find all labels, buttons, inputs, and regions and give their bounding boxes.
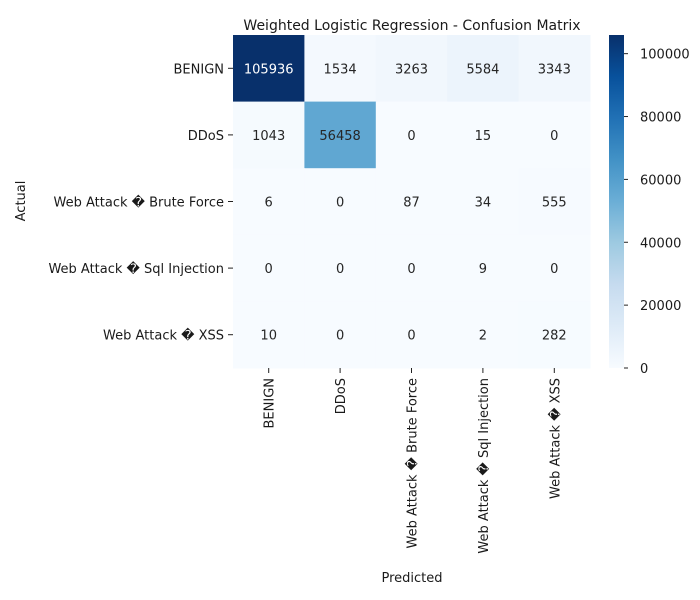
col-tick-label: Web Attack � Sql Injection [475,378,492,554]
heatmap-cell [447,101,520,169]
cell-value-label: 0 [550,262,558,277]
colorbar-tick-label: 20000 [640,299,681,314]
heatmap-cell [233,168,305,236]
heatmap-cell [447,301,520,369]
colorbar [609,35,624,368]
heatmap-cell [233,234,305,302]
cell-value-label: 0 [407,129,415,144]
heatmap-cell [447,168,520,236]
heatmap-cell [447,35,520,103]
cell-value-label: 87 [403,196,420,211]
cell-value-label: 1534 [324,62,357,77]
cell-value-label: 3263 [395,62,428,77]
row-tick-label: BENIGN [174,62,225,77]
cell-value-label: 9 [479,262,487,277]
cell-value-label: 1043 [252,129,285,144]
cell-value-label: 6 [265,196,273,211]
cell-value-label: 5584 [466,62,499,77]
col-tick-label: Web Attack � XSS [546,378,563,499]
heatmap-cell [518,101,591,169]
x-axis-label: Predicted [381,571,442,586]
cell-value-label: 10 [260,329,277,344]
cell-value-label: 555 [542,196,567,211]
heatmap-cell [518,234,591,302]
colorbar-tick-label: 40000 [640,236,681,251]
heatmap-cell [375,168,448,236]
heatmap-cell [233,101,305,169]
col-tick-label: DDoS [334,378,349,414]
colorbar-tick-label: 0 [640,362,648,377]
cell-value-label: 0 [407,262,415,277]
cell-value-label: 0 [336,329,344,344]
row-tick-labels: BENIGN DDoS Web Attack � Brute Force Web At… [48,62,233,344]
row-tick-label: DDoS [188,129,224,144]
cell-value-label: 105936 [244,62,294,77]
colorbar-tick-label: 80000 [640,111,681,126]
cell-value-label: 0 [407,329,415,344]
heatmap-cell [233,301,305,369]
heatmap-cell [304,301,377,369]
col-tick-label: BENIGN [263,378,278,429]
cell-value-label: 0 [265,262,273,277]
cell-value-label: 34 [475,196,492,211]
cell-value-label: 282 [542,329,567,344]
heatmap-cell [375,234,448,302]
heatmap-cell [375,35,448,103]
cell-value-label: 2 [479,329,487,344]
y-axis-label: Actual [14,181,29,222]
cell-value-label: 56458 [319,129,360,144]
column-tick-labels: BENIGN DDoS Web Attack � Brute Force Web At… [263,368,563,554]
heatmap-cell [447,234,520,302]
row-tick-label: Web Attack � XSS [103,327,224,344]
cell-value-label: 0 [336,196,344,211]
cell-value-label: 15 [475,129,492,144]
heatmap-cell [518,35,591,103]
colorbar-tick-label: 60000 [640,173,681,188]
colorbar-ticks: 0 20000 40000 60000 80000 100000 [624,48,690,377]
cell-value-label: 0 [550,129,558,144]
heatmap-cell [518,301,591,369]
chart-title: Weighted Logistic Regression - Confusion… [243,18,580,34]
heatmap-cell [518,168,591,236]
heatmap-cell [304,168,377,236]
cell-value-label: 3343 [538,62,571,77]
heatmap-cell [233,35,305,103]
heatmap-cell [375,301,448,369]
col-tick-label: Web Attack � Brute Force [404,378,421,548]
cell-value-label: 0 [336,262,344,277]
heatmap-cell [304,234,377,302]
colorbar-tick-label: 100000 [640,48,690,63]
row-tick-label: Web Attack � Sql Injection [48,260,224,277]
heatmap-cell [304,35,377,103]
row-tick-label: Web Attack � Brute Force [54,194,224,211]
heatmap-cell [304,101,377,169]
heatmap-grid: 105936 1534 3263 5584 3343 1043 56458 0 15 0 6 0 87 3… [233,35,591,369]
heatmap-cell [375,101,448,169]
